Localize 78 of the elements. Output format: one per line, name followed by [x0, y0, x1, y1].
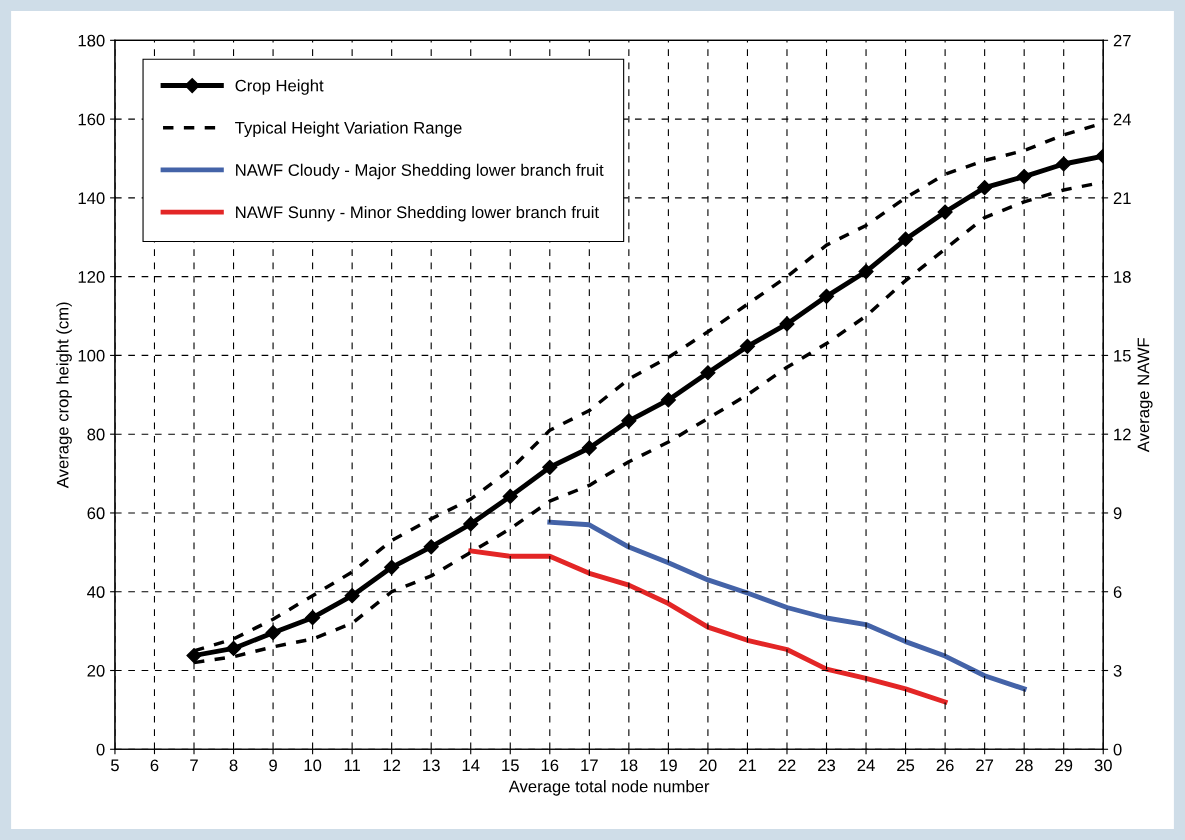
x-tick-label: 29	[1055, 759, 1073, 772]
line-series	[547, 519, 1027, 692]
x-tick-label: 10	[304, 759, 322, 772]
x-tick-label: 8	[229, 759, 238, 772]
x-tick-label: 25	[897, 759, 915, 772]
x-tick-label: 18	[620, 759, 638, 772]
legend-label: Crop Height	[235, 79, 324, 95]
y2-tick-label: 6	[1113, 586, 1122, 598]
point	[779, 316, 795, 332]
y2-tick-label: 18	[1114, 271, 1131, 283]
x-tick-label: 20	[699, 759, 717, 772]
legend-label: NAWF Sunny - Minor Shedding lower branch fruit	[236, 205, 599, 222]
x-tick-label: 24	[857, 759, 875, 772]
x-tick-label: 17	[581, 759, 598, 772]
x-tick-label: 23	[818, 759, 836, 772]
x-tick-label: 22	[778, 759, 796, 772]
y2-tick-label: 9	[1113, 507, 1122, 520]
y2-tick-label: 24	[1113, 113, 1132, 126]
y-tick-label: 0	[96, 743, 105, 756]
point	[502, 488, 518, 504]
y-tick-label: 180	[78, 34, 105, 47]
y2-tick-label: 0	[1113, 743, 1122, 756]
point	[700, 365, 716, 381]
y2-tick-label: 3	[1113, 664, 1122, 677]
point	[344, 588, 360, 604]
point	[1016, 169, 1032, 185]
y2-tick-label: 12	[1114, 428, 1131, 441]
x-tick-label: 30	[1094, 759, 1112, 772]
x-tick-label: 7	[190, 759, 198, 772]
x-tick-label: 14	[462, 759, 480, 772]
point	[898, 231, 914, 247]
x-tick-label: 9	[269, 759, 277, 772]
y-tick-label: 40	[87, 586, 105, 598]
line-series	[468, 548, 948, 705]
point	[858, 263, 874, 280]
x-tick-label: 15	[502, 759, 519, 772]
x-tick-label: 11	[344, 759, 360, 772]
x-tick-label: 13	[423, 759, 440, 772]
point	[739, 338, 756, 354]
point	[463, 516, 479, 532]
y-axis-title: Average crop height (cm)	[56, 302, 72, 489]
x-tick-label: 19	[660, 759, 677, 772]
x-axis-title: Average total node number	[508, 780, 710, 796]
x-tick-label: 21	[739, 759, 756, 772]
point	[660, 392, 676, 408]
y2-axis-title: Average NAWF	[1137, 338, 1153, 453]
point	[1056, 156, 1072, 172]
point	[225, 640, 242, 657]
y-tick-label: 160	[78, 113, 105, 126]
y-tick-label: 140	[78, 192, 105, 205]
point	[977, 180, 993, 196]
x-tick-label: 5	[110, 759, 119, 772]
point	[384, 559, 400, 575]
legend-label: NAWF Cloudy - Major Shedding lower branch fruit	[236, 163, 604, 180]
legend-label: Typical Height Variation Range	[235, 121, 462, 138]
x-tick-label: 28	[1015, 759, 1033, 772]
point	[186, 647, 202, 664]
point	[581, 440, 597, 456]
x-tick-label: 6	[150, 759, 159, 772]
x-tick-label: 27	[976, 759, 994, 772]
point	[542, 459, 558, 475]
y2-tick-label: 15	[1114, 349, 1131, 362]
point	[423, 539, 439, 555]
y-tick-label: 60	[87, 507, 105, 520]
point	[305, 610, 321, 626]
y2-tick-label: 21	[1113, 192, 1131, 204]
y-tick-label: 20	[87, 664, 105, 677]
y2-tick-label: 27	[1113, 34, 1131, 47]
y-tick-label: 100	[78, 349, 105, 362]
point	[265, 625, 281, 641]
y-tick-label: 80	[87, 428, 105, 441]
point	[937, 204, 953, 220]
y-tick-label: 120	[78, 271, 105, 283]
point	[621, 413, 637, 429]
point	[818, 288, 835, 304]
x-tick-label: 12	[383, 759, 401, 772]
x-tick-label: 16	[541, 759, 559, 772]
x-tick-label: 26	[936, 759, 954, 772]
